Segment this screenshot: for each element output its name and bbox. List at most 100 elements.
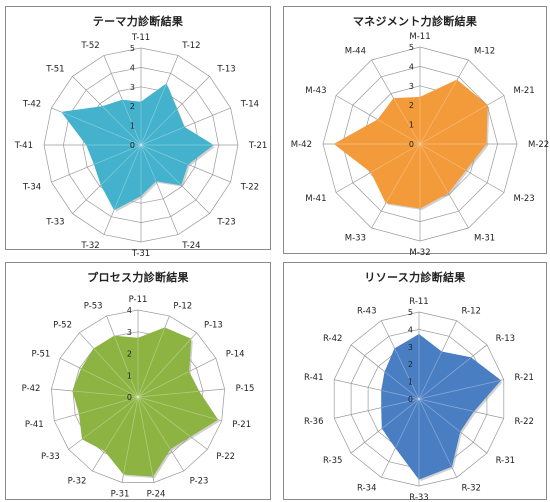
spoke-overlay [137,396,154,477]
tick-label: 3 [408,343,413,352]
tick-label: 3 [409,82,414,91]
tick-label: 4 [130,63,135,72]
tick-label: 0 [130,141,135,150]
category-label: R-22 [515,417,534,427]
category-label: R-32 [462,483,481,493]
spoke-overlay [419,80,458,145]
category-label: M-44 [345,47,366,57]
category-label: T-52 [80,41,99,51]
spoke-overlay [385,143,421,203]
spoke-overlay [102,106,142,146]
category-label: P-31 [111,489,130,499]
series-area [72,327,218,477]
category-label: T-33 [45,217,64,227]
radar-chart-resource: 0 1 2 3 4 5R-11 R-12 R-13 R-21 R-22 R-31 R-32 R-33 R-… [304,297,534,502]
spoke-overlay [371,143,421,173]
category-label: M-32 [409,248,430,258]
tick-label: 1 [130,122,135,131]
tick-label: 4 [127,306,132,315]
category-label: P-32 [68,476,87,486]
spoke-overlay [93,348,139,398]
category-label: M-21 [514,86,535,96]
radar-chart-theme: 0 1 2 3 4 5T-11 T-12 T-13 T-14 T-21 T-22 T-23 T-24 T-… [14,33,268,259]
category-label: R-41 [304,373,323,383]
category-label: R-31 [496,456,515,466]
series-area [334,79,488,209]
tick-label: 2 [130,102,135,111]
category-label: P-41 [25,420,44,430]
spoke-overlay [419,143,449,193]
category-label: T-11 [131,33,150,43]
category-label: T-31 [131,249,150,259]
category-label: M-33 [345,234,366,244]
spoke-overlay [137,396,191,437]
tick-label: 2 [408,360,413,369]
spoke-overlay [94,144,142,165]
category-label: T-21 [248,141,267,151]
spoke-overlay [137,396,171,449]
spoke-overlay [393,98,421,145]
spoke-overlay [104,396,139,451]
category-label: R-42 [323,334,342,344]
category-label: P-24 [147,489,166,499]
chart-panel-management: マネジメント力診断結果 0 1 2 3 4 5 M-11 M-12 M-21 M-22 M-23 M-… [283,6,549,258]
spoke-overlay [395,398,420,448]
spoke-overlay [137,371,189,398]
category-label: R-34 [357,483,376,493]
category-label: T-42 [22,100,41,110]
chart-panel-theme: テーマ力診断結果 0 1 2 3 4 5 T-11 T-12 T-13 T-14 T-21 T-22 T… [5,6,271,259]
category-label: T-14 [240,100,259,110]
tick-label: 3 [130,83,135,92]
tick-label: 1 [127,371,132,380]
spoke-overlay [418,380,501,400]
category-label: R-36 [304,417,323,427]
spoke-overlay [137,391,199,398]
tick-label: 5 [408,308,413,317]
spoke-overlay [113,144,142,210]
tick-label: 4 [408,325,413,334]
category-label: T-24 [181,241,200,251]
series-area [61,83,214,210]
category-label: M-23 [514,194,535,204]
series-area [381,334,501,480]
spoke-overlay [418,351,442,400]
category-label: T-41 [14,141,33,151]
tick-label: 4 [409,62,414,71]
category-label: M-43 [305,86,326,96]
category-label: P-52 [53,321,72,331]
tick-label: 5 [409,43,414,52]
tick-label: 2 [409,101,414,110]
spoke-overlay [377,119,421,145]
category-label: M-41 [305,194,326,204]
category-label: T-13 [216,65,235,75]
spoke-overlay [137,396,218,420]
tick-label: 0 [409,140,414,149]
chart-panel-process: プロセス力診断結果 0 1 2 3 4 P-11 P-12 P-13 P-14 P-15 P-21 P… [5,262,271,500]
spoke-overlay [79,396,139,415]
spoke-overlay [384,371,420,400]
spoke-overlay [140,109,177,146]
spoke-overlay [418,398,452,467]
spoke-overlay [419,104,488,145]
category-label: T-12 [181,41,200,51]
grid-ring [51,309,225,483]
category-label: T-23 [216,217,235,227]
category-label: R-11 [409,297,428,307]
spoke-overlay [140,126,185,146]
spoke-overlay [114,336,139,398]
category-label: M-12 [474,47,495,57]
spoke-overlay [418,357,471,400]
spoke-overlay [72,390,139,398]
spoke-overlay [419,143,466,171]
category-label: M-11 [409,32,430,42]
category-label: P-42 [22,384,41,394]
category-label: M-22 [528,140,549,150]
tick-label: 3 [127,328,132,337]
spoke-overlay [81,368,139,398]
category-label: P-15 [236,384,255,394]
category-label: R-13 [496,334,515,344]
category-label: P-11 [129,295,148,305]
category-label: M-42 [291,140,312,150]
tick-label: 1 [409,121,414,130]
spoke-overlay [123,396,139,475]
